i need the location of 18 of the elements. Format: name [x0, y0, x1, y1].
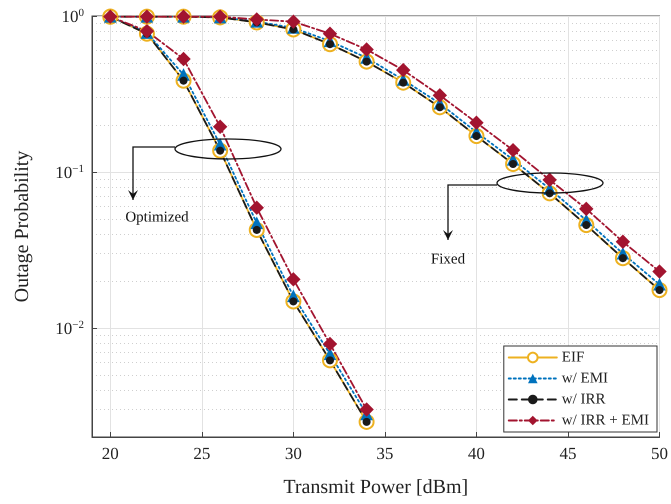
y-axis-title: Outage Probability [11, 150, 33, 302]
x-tick-label: 30 [284, 444, 302, 463]
annotation: Optimized [125, 209, 190, 226]
y-tick-label: 10$^{−1}$ [55, 162, 84, 182]
y-tick-label: 10$^{0}$ [62, 7, 84, 26]
x-tick-label: 35 [376, 444, 394, 463]
x-tick-label: 45 [559, 444, 576, 463]
legend-label: w/ IRR + EMI [562, 412, 650, 428]
x-tick-label: 20 [102, 444, 119, 463]
legend-label: w/ IRR [562, 392, 606, 408]
legend-label: EIF [562, 350, 584, 366]
legend-label: w/ EMI [562, 370, 608, 386]
x-axis-title: Transmit Power [dBm] [283, 476, 468, 498]
y-tick-label: 10$^{−2}$ [55, 318, 84, 338]
x-tick-label: 40 [468, 444, 485, 463]
annotation: Fixed [430, 251, 466, 268]
x-tick-label: 25 [193, 444, 210, 463]
x-tick-label: 50 [651, 444, 668, 463]
